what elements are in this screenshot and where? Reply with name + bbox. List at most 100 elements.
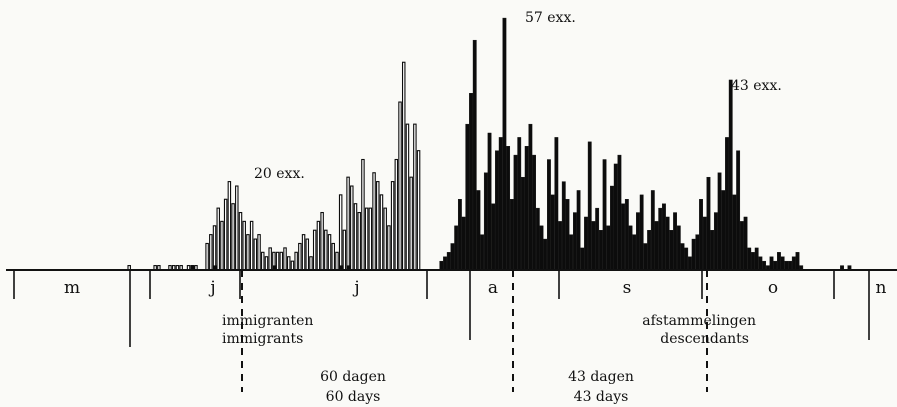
bar-filled: [465, 123, 470, 271]
bar-filled: [754, 247, 759, 271]
bar-open: [283, 247, 287, 271]
bar-filled: [565, 199, 570, 271]
bar-filled: [602, 159, 607, 271]
bar-filled: [721, 190, 726, 271]
bar-filled: [788, 260, 792, 271]
bar-open: [327, 234, 332, 271]
bar-open: [383, 207, 387, 271]
bar-filled: [528, 123, 533, 271]
bar-filled: [513, 154, 518, 271]
bar-filled: [547, 159, 551, 271]
bar-filled: [480, 234, 485, 271]
bar-open: [246, 234, 250, 271]
bar-filled: [751, 252, 755, 271]
bar-filled: [780, 256, 785, 271]
bar-filled: [532, 154, 536, 271]
bar-open: [253, 238, 258, 271]
bar-open: [316, 220, 321, 271]
bar-filled: [773, 260, 778, 271]
bar-open: [320, 211, 324, 271]
duration-label-dagen: 43 dagen: [568, 369, 634, 385]
bar-open: [405, 123, 410, 271]
bar-filled: [491, 203, 496, 271]
bar-filled: [699, 199, 703, 271]
month-label: j: [208, 278, 215, 298]
duration-label-days: 43 days: [574, 389, 629, 405]
phase-label-descendants: descendants: [660, 331, 749, 347]
bar-filled: [717, 172, 722, 271]
phase-label-afstammelingen: afstammelingen: [642, 313, 756, 329]
month-ticks: [13, 270, 870, 347]
bar-open: [264, 256, 269, 271]
bar-open: [205, 242, 209, 271]
bar-open: [294, 251, 298, 271]
bar-open: [279, 251, 284, 271]
bar-filled: [509, 199, 514, 271]
bar-filled: [469, 92, 473, 271]
bar-filled: [487, 132, 492, 271]
bar-open: [413, 123, 417, 271]
bar-open: [416, 150, 421, 271]
bar-filled: [483, 172, 488, 271]
bar-filled: [662, 203, 666, 271]
bars: [127, 17, 852, 271]
bar-open: [298, 242, 302, 271]
bar-open: [357, 211, 361, 271]
bar-open: [398, 101, 402, 271]
bar-open: [324, 229, 328, 271]
bar-filled: [728, 79, 733, 271]
month-label: s: [623, 278, 632, 298]
phase-label-immigranten: immigranten: [222, 313, 313, 329]
month-label: n: [876, 278, 887, 298]
bar-open: [268, 247, 272, 271]
bar-open: [390, 181, 395, 271]
bar-filled: [658, 207, 663, 271]
bar-filled: [595, 207, 600, 271]
bar-open: [353, 203, 358, 271]
bar-open: [312, 229, 317, 271]
bar-filled: [695, 234, 700, 271]
peak-label: 43 exx.: [731, 78, 782, 94]
bar-open: [361, 158, 365, 271]
bar-filled: [747, 247, 752, 271]
bar-filled: [628, 225, 633, 271]
bar-filled: [710, 230, 715, 271]
bar-filled: [439, 260, 444, 271]
bar-open: [275, 251, 280, 271]
bar-filled: [569, 234, 574, 271]
bar-filled: [584, 216, 588, 271]
bar-open: [376, 181, 380, 271]
bar-filled: [454, 225, 459, 271]
bar-filled: [617, 154, 622, 271]
bar-filled: [472, 39, 477, 271]
bar-filled: [621, 203, 626, 271]
bar-filled: [576, 190, 581, 271]
bar-filled: [665, 216, 670, 271]
bar-open: [223, 198, 228, 271]
bar-filled: [732, 194, 737, 271]
bar-filled: [725, 137, 729, 271]
bar-filled: [535, 207, 540, 271]
bar-open: [387, 225, 391, 271]
bar-filled: [739, 221, 744, 271]
bar-open: [335, 251, 339, 271]
bar-open: [309, 256, 313, 271]
bar-open: [231, 203, 235, 271]
bar-filled: [598, 230, 603, 271]
bar-filled: [688, 256, 692, 271]
bar-filled: [580, 247, 585, 271]
bar-filled: [524, 146, 529, 271]
bar-open: [409, 176, 413, 271]
bar-filled: [654, 221, 659, 271]
bar-open: [257, 234, 261, 271]
bar-open: [235, 185, 239, 271]
bar-filled: [561, 181, 566, 271]
bar-filled: [502, 17, 507, 271]
bar-filled: [517, 137, 522, 271]
bar-filled: [613, 163, 618, 271]
peak-label: 57 exx.: [525, 10, 576, 26]
bar-filled: [573, 212, 577, 271]
bar-open: [305, 238, 310, 271]
bar-open: [261, 251, 265, 271]
